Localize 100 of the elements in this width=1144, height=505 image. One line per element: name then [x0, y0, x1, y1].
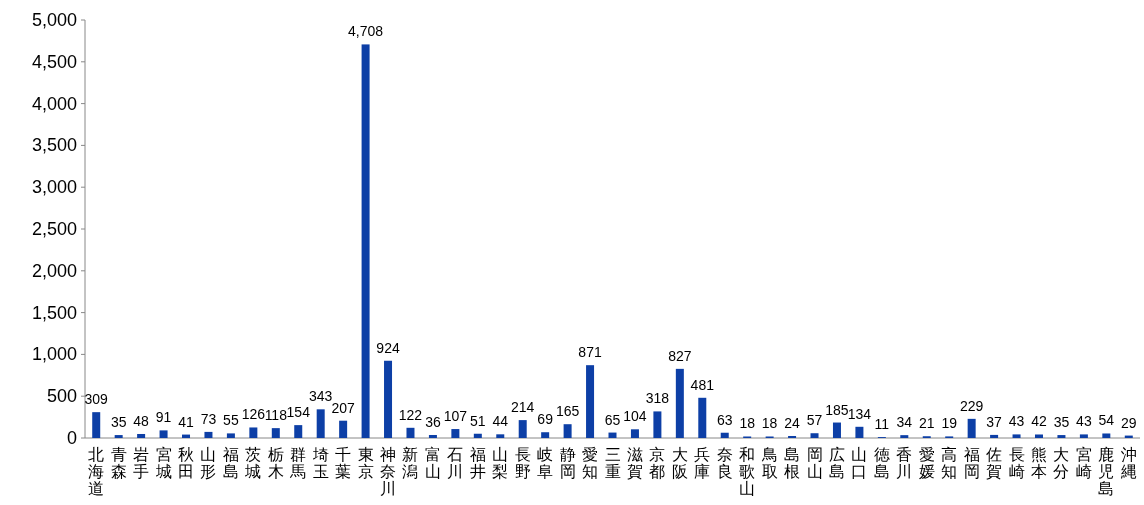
x-tick-label: 山形 — [200, 446, 217, 480]
bar — [1102, 433, 1111, 438]
bar — [990, 434, 999, 438]
data-label: 11 — [874, 416, 890, 433]
data-label: 69 — [537, 411, 554, 428]
data-label: 118 — [264, 407, 288, 424]
bar — [608, 432, 617, 438]
y-tick-label: 0 — [66, 428, 77, 448]
x-tick-label: 埼玉 — [311, 446, 329, 480]
bar — [900, 435, 909, 438]
x-tick-label: 福井 — [469, 446, 486, 480]
bar — [1057, 435, 1066, 438]
x-tick-label: 群馬 — [289, 446, 307, 480]
x-tick-label: 福島 — [222, 446, 239, 480]
x-tick-label: 大分 — [1053, 446, 1070, 480]
bar — [271, 428, 280, 438]
x-tick-label: 宮崎 — [1075, 446, 1092, 480]
y-tick-label: 3,000 — [31, 177, 77, 198]
bar — [159, 430, 168, 438]
data-label: 154 — [286, 404, 311, 421]
data-label: 19 — [941, 415, 958, 432]
bar — [1012, 434, 1021, 438]
x-tick-label: 鳥取 — [760, 446, 778, 480]
data-label: 21 — [918, 415, 935, 432]
x-tick-label: 島根 — [784, 446, 801, 480]
bar — [653, 411, 662, 438]
x-tick-label: 静岡 — [559, 446, 576, 480]
x-tick-label: 福岡 — [963, 446, 980, 480]
x-tick-label: 宮城 — [154, 446, 172, 480]
data-label: 55 — [223, 412, 239, 429]
bar — [384, 360, 393, 438]
x-tick-label: 石川 — [447, 446, 464, 480]
data-label: 73 — [200, 410, 217, 427]
data-label: 41 — [178, 413, 195, 430]
data-label: 18 — [761, 415, 778, 432]
y-tick-label: 2,000 — [31, 260, 77, 281]
data-label: 43 — [1076, 413, 1092, 430]
bar — [92, 412, 101, 438]
bar — [249, 427, 258, 438]
bar — [339, 420, 348, 438]
x-tick-label: 秋田 — [178, 446, 195, 480]
data-label: 91 — [155, 409, 172, 426]
bar — [675, 368, 684, 438]
bar — [698, 397, 707, 438]
x-tick-label: 鹿児島 — [1098, 446, 1115, 497]
x-tick-label: 兵庫 — [694, 446, 711, 480]
bar — [563, 424, 572, 438]
x-tick-label: 岐阜 — [537, 446, 554, 480]
data-label: 48 — [133, 412, 150, 429]
data-label: 165 — [555, 403, 580, 420]
data-label: 4,708 — [348, 23, 384, 40]
data-label: 65 — [604, 411, 621, 428]
y-tick-label: 5,000 — [31, 10, 77, 30]
data-label: 207 — [331, 399, 356, 416]
data-label: 481 — [690, 376, 715, 393]
data-label: 126 — [241, 406, 266, 423]
bar — [855, 426, 864, 438]
data-label: 122 — [398, 406, 423, 423]
x-tick-label: 徳島 — [873, 446, 890, 480]
x-tick-label: 富山 — [424, 446, 441, 480]
x-tick-label: 長野 — [514, 446, 531, 480]
bar — [720, 432, 729, 438]
x-tick-label: 三重 — [604, 446, 621, 480]
x-tick-label: 新潟 — [402, 446, 419, 480]
data-label: 63 — [716, 411, 733, 428]
y-tick-label: 500 — [46, 386, 77, 407]
bar — [204, 431, 213, 438]
data-label: 34 — [896, 414, 913, 431]
x-tick-label: 佐賀 — [986, 446, 1003, 480]
data-label: 43 — [1008, 413, 1025, 430]
x-tick-label: 滋賀 — [626, 446, 643, 480]
x-tick-label: 山梨 — [492, 446, 509, 480]
bar — [967, 418, 976, 438]
data-label: 318 — [645, 390, 670, 407]
x-tick-label: 青森 — [110, 446, 127, 480]
bar — [114, 435, 123, 438]
bar — [137, 433, 146, 438]
data-label: 229 — [959, 397, 984, 414]
bar — [1034, 434, 1043, 438]
x-tick-label: 高知 — [941, 446, 958, 480]
x-tick-label: 茨城 — [244, 446, 262, 480]
data-label: 18 — [739, 415, 756, 432]
x-tick-label: 沖縄 — [1119, 446, 1137, 480]
data-label: 44 — [492, 413, 509, 430]
bar — [810, 433, 819, 438]
data-label: 343 — [309, 388, 333, 405]
data-label: 57 — [806, 412, 823, 429]
x-tick-label: 香川 — [896, 446, 913, 480]
x-tick-label: 愛媛 — [918, 446, 935, 480]
x-tick-label: 栃木 — [267, 446, 284, 480]
data-label: 134 — [847, 405, 872, 422]
bar — [1079, 434, 1088, 438]
x-tick-label: 京都 — [649, 446, 666, 480]
data-label: 37 — [986, 413, 1003, 430]
bar — [361, 44, 370, 438]
x-tick-label: 和歌山 — [739, 446, 756, 497]
bar — [473, 433, 482, 438]
x-tick-label: 北海道 — [88, 446, 105, 497]
data-label: 871 — [578, 344, 602, 361]
x-tick-label: 長崎 — [1008, 446, 1025, 480]
